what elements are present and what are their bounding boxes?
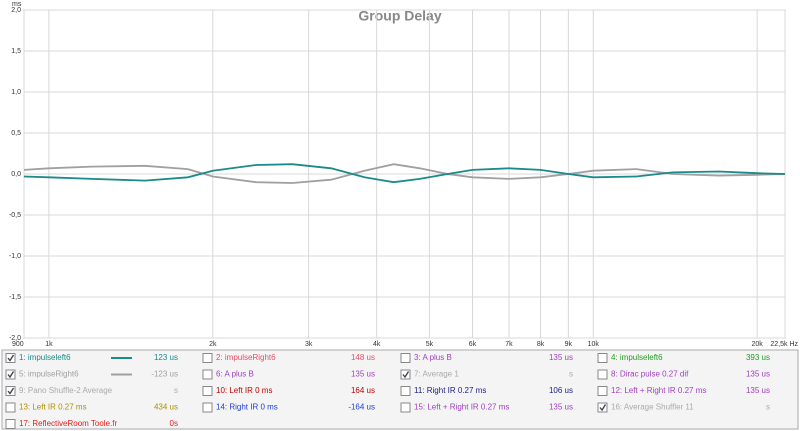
x-tick-label: 1k	[45, 341, 53, 348]
legend-readout: s	[174, 386, 178, 395]
x-tick-label: 5k	[426, 341, 434, 348]
legend-panel	[1, 349, 799, 430]
y-tick-label: 1,5	[11, 48, 21, 55]
legend-label: 4: impulseleft6	[611, 353, 663, 362]
legend-checkbox[interactable]	[400, 369, 411, 380]
legend-readout: 164 us	[351, 386, 375, 395]
legend-checkbox[interactable]	[202, 353, 213, 363]
legend-label: 8: Dirac pulse 0.27 dif	[611, 370, 689, 379]
legend-readout: 135 us	[351, 370, 375, 379]
legend-label: 15: Left + Right IR 0.27 ms	[414, 403, 509, 412]
x-tick-label: 6k	[469, 341, 477, 348]
legend-readout: 148 us	[351, 353, 375, 362]
legend-checkbox[interactable]	[400, 353, 411, 363]
x-tick-label: 2k	[209, 341, 217, 348]
chart-title: Group Delay	[358, 8, 441, 24]
legend-label: 16: Average Shuffler 11	[611, 403, 694, 412]
legend-checkbox[interactable]	[597, 369, 608, 380]
legend-label: 13: Left IR 0.27 ms	[19, 403, 87, 412]
x-tick-label: 8k	[537, 341, 545, 348]
legend-label: 12: Left + Right IR 0.27 ms	[611, 386, 706, 395]
legend-readout: 123 us	[154, 353, 178, 362]
legend-check	[402, 371, 410, 379]
x-tick-label: 900	[12, 341, 24, 348]
legend-readout: s	[766, 403, 770, 412]
y-tick-label: 0,5	[11, 130, 21, 137]
legend-readout: -164 us	[348, 403, 375, 412]
legend-checkbox[interactable]	[5, 402, 16, 413]
legend-checkbox[interactable]	[202, 369, 213, 380]
y-tick-label: 2,0	[11, 7, 21, 14]
y-tick-label: 0,0	[11, 171, 21, 178]
legend-label: 3: A plus B	[414, 353, 452, 362]
legend-checkbox[interactable]	[202, 402, 213, 413]
legend-label: 9: Pano Shuffle-2 Average	[19, 386, 113, 395]
y-tick-label: -2,0	[9, 335, 21, 342]
legend-label: 10: Left IR 0 ms	[216, 386, 272, 395]
legend-readout: 434 us	[154, 403, 178, 412]
legend-checkbox[interactable]	[5, 419, 16, 429]
x-tick-label: 4k	[373, 341, 381, 348]
x-tick-label: 22,5k Hz	[770, 341, 798, 348]
legend-check	[599, 404, 607, 412]
y-unit: ms	[12, 1, 22, 8]
legend-checkbox[interactable]	[202, 386, 213, 396]
legend-readout: -123 us	[151, 370, 178, 379]
y-tick-label: -1,5	[9, 294, 21, 301]
x-tick-label: 9k	[565, 341, 573, 348]
x-tick-label: 3k	[305, 341, 313, 348]
legend-label: 7: Average 1	[414, 370, 459, 379]
x-tick-label: 10k	[588, 341, 600, 348]
series-line	[23, 163, 786, 184]
legend-readout: 0s	[170, 419, 178, 428]
legend-checkbox[interactable]	[5, 353, 16, 363]
legend-readout: 135 us	[746, 370, 770, 379]
legend-label: 6: A plus B	[216, 370, 254, 379]
legend-label: 2: impulseRight6	[216, 353, 276, 362]
legend-label: 17: ReflectiveRoom Toole.fr	[19, 419, 117, 428]
y-tick-label: -1,0	[9, 253, 21, 260]
y-tick-label: 1,0	[11, 89, 21, 96]
y-tick-label: -0,5	[9, 212, 21, 219]
legend-readout: 393 us	[746, 353, 770, 362]
legend-checkbox[interactable]	[597, 386, 608, 396]
x-tick-label: 7k	[505, 341, 513, 348]
legend-label: 1: impulseleft6	[19, 353, 71, 362]
legend-checkbox[interactable]	[5, 369, 16, 380]
series-line	[23, 163, 786, 184]
legend-label: 5: impulseRight6	[19, 370, 79, 379]
legend-checkbox[interactable]	[597, 353, 608, 363]
legend-checkbox[interactable]	[5, 386, 16, 396]
legend-readout: s	[569, 370, 573, 379]
legend-check	[7, 387, 15, 395]
legend-checkbox[interactable]	[400, 386, 411, 396]
legend-checkbox[interactable]	[400, 402, 411, 413]
legend-readout: 135 us	[746, 386, 770, 395]
legend-label: 14: Right IR 0 ms	[216, 403, 278, 412]
legend-readout: 106 us	[549, 386, 573, 395]
legend-checkbox[interactable]	[597, 402, 608, 413]
legend-readout: 135 us	[549, 403, 573, 412]
legend-label: 11: Right IR 0.27 ms	[414, 386, 486, 395]
legend-readout: 135 us	[549, 353, 573, 362]
x-tick-label: 20k	[752, 341, 764, 348]
legend-check	[7, 371, 15, 379]
legend-check	[7, 354, 15, 362]
